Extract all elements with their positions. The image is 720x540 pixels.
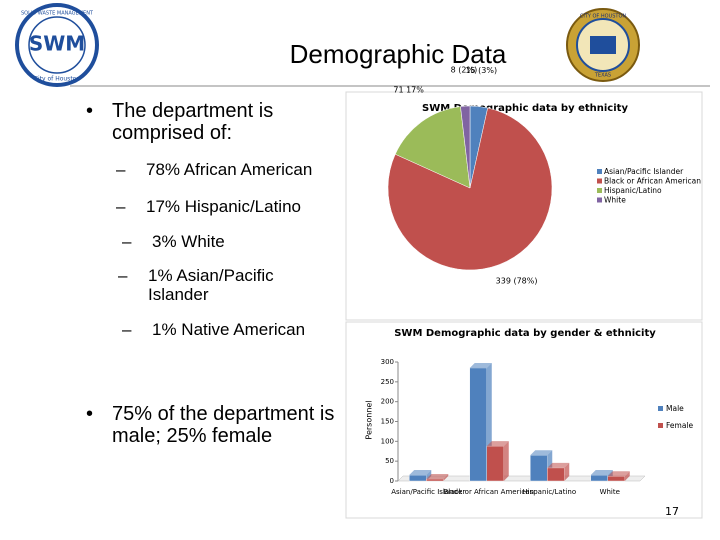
bar-top bbox=[426, 474, 449, 480]
bar-side bbox=[564, 462, 570, 481]
legend-label: White bbox=[604, 196, 626, 205]
slice-label: 339 (78%) bbox=[496, 276, 538, 285]
bar-top bbox=[590, 470, 613, 476]
pie-slice bbox=[387, 107, 553, 271]
bar bbox=[530, 455, 548, 482]
slice-label: 8 (2%) bbox=[451, 66, 478, 75]
y-tick-label: 150 bbox=[381, 418, 394, 426]
bar bbox=[469, 367, 487, 482]
page-number: 17 bbox=[665, 505, 679, 518]
logo-name: SWM bbox=[29, 32, 85, 56]
sub-bullet: 78% African American bbox=[116, 159, 346, 181]
bar-side bbox=[624, 471, 630, 481]
bar-top bbox=[530, 450, 553, 456]
x-tick-label: White bbox=[600, 488, 620, 496]
bar bbox=[409, 474, 427, 482]
y-tick-label: 50 bbox=[385, 457, 394, 465]
bar-side bbox=[503, 441, 509, 481]
bar-top bbox=[486, 441, 509, 447]
bar-top bbox=[469, 362, 492, 368]
legend-swatch bbox=[597, 188, 602, 193]
chart-title: SWM Demographic data by ethnicity bbox=[422, 103, 628, 114]
y-tick-label: 300 bbox=[381, 358, 394, 366]
legend-label: Female bbox=[666, 421, 694, 430]
legend-swatch bbox=[597, 169, 602, 174]
sub-bullet: 1% Asian/Pacific Islander bbox=[118, 266, 318, 304]
pie-slice bbox=[394, 106, 471, 189]
bar bbox=[590, 474, 608, 482]
x-tick-label: Black or African American bbox=[444, 488, 535, 496]
bar-top bbox=[607, 471, 630, 477]
chart-title: SWM Demographic data by gender & ethnici… bbox=[394, 328, 656, 339]
bullet: 75% of the department is male; 25% femal… bbox=[86, 403, 362, 447]
logo-ring-bottom: City of Houston bbox=[34, 76, 80, 83]
x-tick-label: Asian/Pacific Islander bbox=[391, 488, 465, 496]
legend-swatch bbox=[597, 197, 602, 203]
legend-swatch bbox=[658, 406, 663, 411]
legend-label: Black or African American bbox=[604, 177, 701, 186]
slice-label: 15 (3%) bbox=[465, 66, 497, 75]
y-tick-label: 100 bbox=[381, 437, 394, 445]
sub-bullet: 3% White bbox=[122, 231, 352, 253]
bar bbox=[426, 478, 444, 482]
bar bbox=[607, 476, 625, 482]
bar-side bbox=[443, 474, 449, 481]
legend-label: Male bbox=[666, 404, 684, 413]
y-tick-label: 250 bbox=[381, 378, 394, 386]
seal-ring-bottom: TEXAS bbox=[594, 73, 611, 79]
slide-title: Demographic Data bbox=[290, 39, 507, 69]
bar bbox=[486, 445, 504, 482]
bar-top bbox=[409, 470, 432, 476]
y-axis-label: Personnel bbox=[365, 400, 374, 439]
legend-swatch bbox=[658, 423, 663, 428]
pie-slice bbox=[460, 105, 471, 189]
logo-ring-top: SOLID WASTE MANAGEMENT bbox=[21, 11, 94, 17]
logo-right: CITY OF HOUSTON TEXAS bbox=[566, 8, 640, 82]
logo-left: SWM SOLID WASTE MANAGEMENT City of Houst… bbox=[15, 3, 99, 87]
legend-label: Asian/Pacific Islander bbox=[604, 167, 684, 176]
legend-label: Hispanic/Latino bbox=[604, 186, 662, 195]
sub-bullet: 17% Hispanic/Latino bbox=[116, 196, 346, 218]
seal-ring-top: CITY OF HOUSTON bbox=[580, 14, 627, 20]
sub-bullet: 1% Native American bbox=[122, 319, 352, 341]
x-tick-label: Hispanic/Latino bbox=[522, 488, 576, 496]
y-tick-label: 200 bbox=[381, 398, 394, 406]
bar bbox=[547, 467, 565, 482]
bar-frame bbox=[345, 321, 703, 519]
slice-label: 71 17% bbox=[393, 86, 424, 95]
legend-swatch bbox=[597, 178, 602, 184]
bar-top bbox=[547, 462, 570, 468]
y-tick-label: 0 bbox=[390, 477, 394, 485]
bullet: The department is comprised of: bbox=[86, 100, 332, 144]
